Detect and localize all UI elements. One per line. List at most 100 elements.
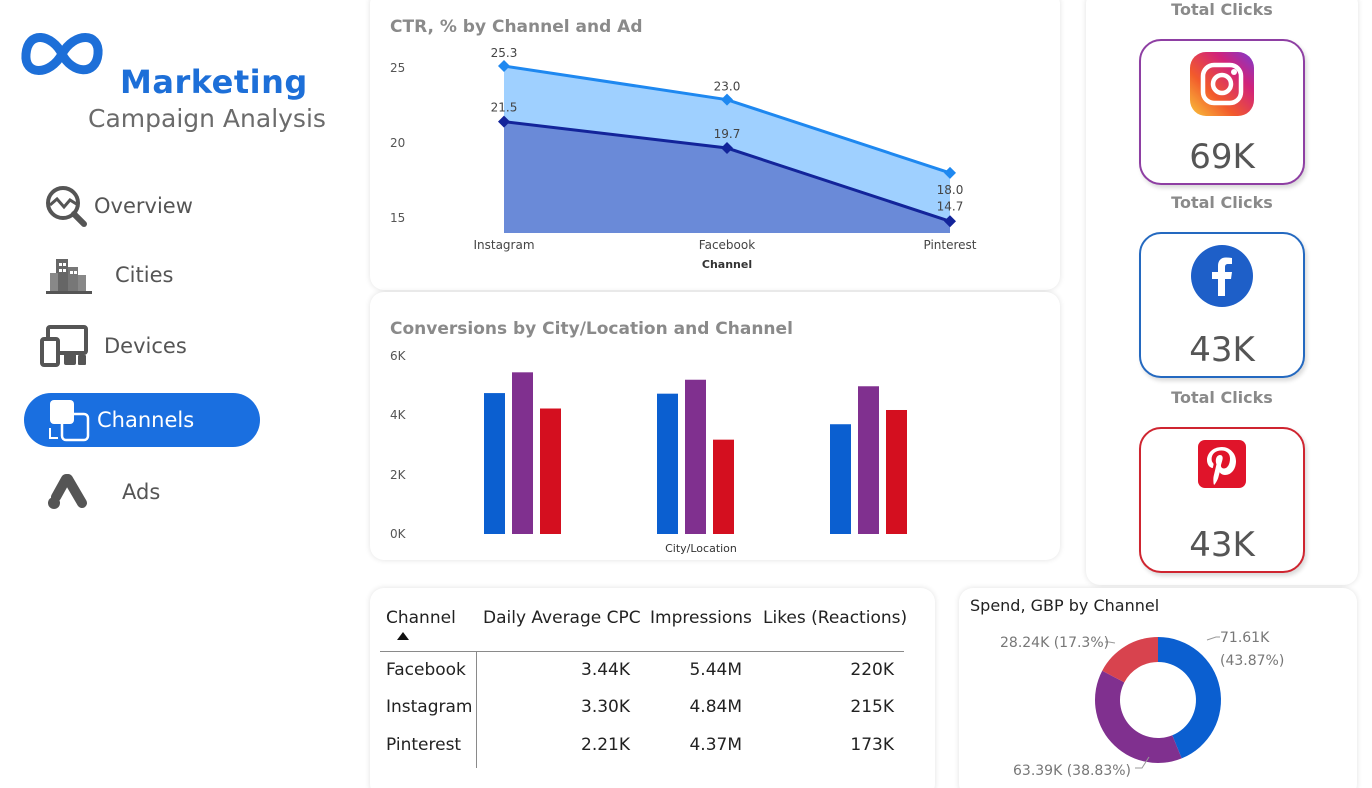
facebook-clicks-value: 43K [1189,330,1255,370]
spend-slice[interactable] [1158,637,1221,759]
conv-ytick: 2K [390,468,407,482]
conv-bar[interactable] [886,409,907,534]
conv-bar[interactable] [830,424,851,534]
nav-label-ads: Ads [122,480,161,504]
table-cell: 4.84M [689,697,742,717]
ctr-xtick: Pinterest [923,238,976,252]
brand-subtitle: Campaign Analysis [88,104,326,133]
instagram-icon [1190,52,1254,116]
table-cell: 4.37M [689,735,742,755]
total-clicks-card: Total Clicks 69K Total Clicks [1086,0,1358,585]
conv-xlabel: City/Location [665,542,737,555]
nav-channels[interactable]: Channels [24,393,260,447]
table-header-channel[interactable]: Channel [386,608,456,628]
table-cell: Facebook [386,660,466,680]
conv-ytick: 6K [390,349,407,363]
conv-bar[interactable] [484,393,505,534]
ctr-data-label: 19.7 [714,127,741,141]
nav-label-overview: Overview [94,194,193,218]
table-cell: 220K [850,660,894,680]
nav-label-channels: Channels [97,408,195,432]
nav-cities[interactable]: Cities [24,248,260,302]
table-cell: Instagram [386,697,473,717]
table-cell: 3.30K [581,697,630,717]
spend-chart-card: Spend, GBP by Channel 71.61K (43.87%) 63… [959,588,1357,788]
table-cell: 2.21K [581,735,630,755]
facebook-clicks-tile[interactable]: 43K [1139,232,1305,378]
conv-ytick: 0K [390,527,407,541]
nav-devices[interactable]: Devices [24,319,260,373]
google-ads-icon [48,474,87,509]
conv-bar[interactable] [858,386,879,534]
ctr-ytick: 25 [390,61,405,75]
ctr-ytick: 20 [390,136,405,150]
brand-header: Marketing Campaign Analysis [20,20,340,133]
table-cell: 215K [850,697,894,717]
sort-ascending-icon[interactable] [397,632,409,640]
spend-chart-title: Spend, GBP by Channel [970,596,1160,615]
conv-bar[interactable] [713,439,734,534]
leader-line [1135,756,1150,769]
ctr-point[interactable] [498,59,510,72]
table-header-likes[interactable]: Likes (Reactions) [763,608,908,628]
conv-bar[interactable] [657,393,678,534]
ctr-data-label: 18.0 [937,183,964,197]
ctr-xlabel: Channel [702,258,752,271]
ctr-area-1 [504,121,950,233]
leader-line [1206,636,1220,641]
ctr-xtick: Facebook [699,238,755,252]
spend-donut-chart: 71.61K (43.87%) 63.39K (38.83%) 28.24K (… [1000,630,1284,779]
ctr-data-label: 14.7 [937,199,964,213]
table-header-cpc[interactable]: Daily Average CPC [483,608,641,628]
spend-label: 63.39K (38.83%) [1013,763,1131,779]
ctr-xtick: Instagram [473,238,534,252]
instagram-clicks-value: 69K [1189,137,1255,177]
conversions-chart-title: Conversions by City/Location and Channel [390,319,793,339]
ctr-area-chart: 25 20 15 25.3 23.0 18.0 21.5 19.7 14.7 Instag… [390,46,977,271]
spend-slice[interactable] [1102,637,1158,683]
nav-overview[interactable]: Overview [24,179,260,233]
channels-icon [49,400,90,442]
conv-bar[interactable] [512,372,533,534]
ctr-ytick: 15 [390,211,405,225]
ctr-point[interactable] [944,166,956,179]
total-clicks-label: Total Clicks [1171,0,1273,19]
instagram-clicks-tile[interactable]: 69K [1139,39,1305,185]
nav-ads[interactable]: Ads [24,465,260,519]
spend-label: 28.24K (17.3%) [1000,635,1109,651]
conversions-bar-chart: 6K 4K 2K 0K City/Location [390,349,907,555]
ctr-point[interactable] [944,215,956,228]
ctr-data-label: 23.0 [714,80,741,94]
pinterest-icon [1198,440,1246,488]
ctr-data-label: 21.5 [491,101,518,115]
city-buildings-icon [46,259,92,294]
table-header-impressions[interactable]: Impressions [650,608,752,628]
conversions-chart-card: Conversions by City/Location and Channel… [370,292,1060,560]
table-divider [380,651,904,652]
conv-bar[interactable] [685,379,706,534]
spend-label: 71.61K [1220,630,1270,646]
ctr-chart-title: CTR, % by Channel and Ad [390,17,643,37]
brand-title: Marketing [120,63,308,101]
facebook-icon [1191,245,1253,307]
pinterest-clicks-value: 43K [1189,525,1255,565]
nav-label-cities: Cities [115,263,174,287]
conv-bar[interactable] [540,408,561,534]
nav-label-devices: Devices [104,334,187,358]
conv-ytick: 4K [390,408,407,422]
ctr-chart-card: CTR, % by Channel and Ad 25 20 15 25.3 23… [370,0,1060,290]
table-cell: 5.44M [689,660,742,680]
ctr-point[interactable] [721,142,733,155]
pinterest-clicks-tile[interactable]: 43K [1139,427,1305,573]
table-cell: Pinterest [386,735,462,755]
total-clicks-label: Total Clicks [1171,388,1273,407]
spend-slice[interactable] [1094,670,1182,764]
chart-magnifier-icon [46,186,87,227]
total-clicks-label: Total Clicks [1171,193,1273,212]
spend-label: (43.87%) [1220,653,1284,669]
ctr-point[interactable] [721,93,733,106]
leader-line [1105,641,1116,644]
ctr-data-label: 25.3 [491,46,518,60]
table-column-divider [476,652,477,768]
